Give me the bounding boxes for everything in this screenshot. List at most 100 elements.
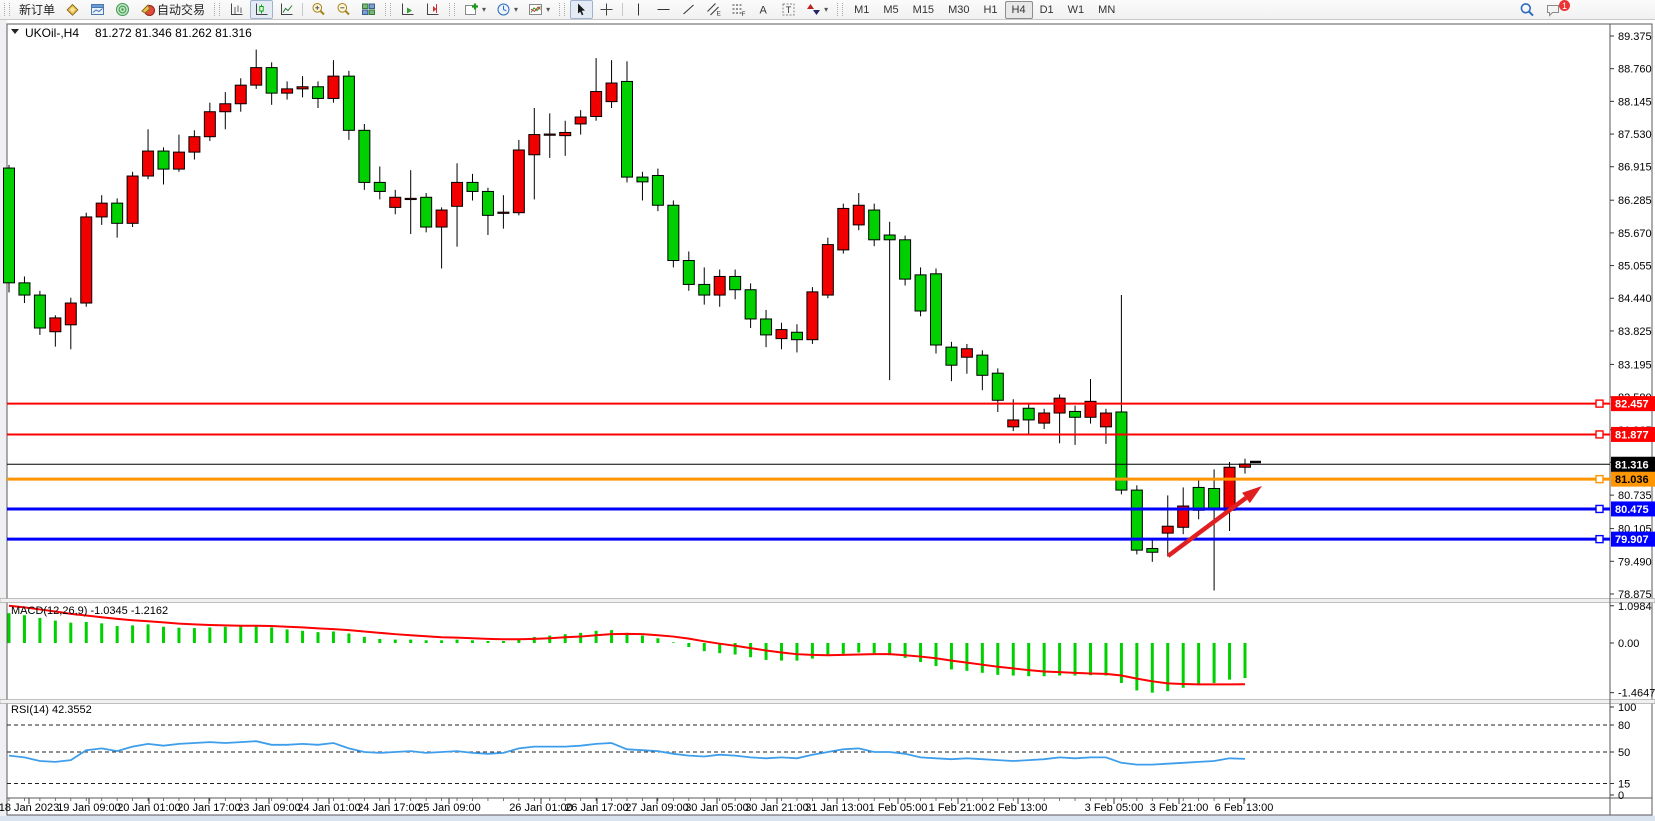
toolbar-grip[interactable] [214,3,221,16]
candle-body [358,129,371,183]
bar-chart-type-button[interactable] [225,0,248,19]
clock-period-icon [497,3,510,16]
candle-body [1053,397,1066,414]
time-axis-label: 18 Jan 2023 [0,802,59,814]
candle-body [729,275,742,291]
candle-body [219,103,232,113]
level-line-handle[interactable] [1595,399,1604,408]
level-line-handle[interactable] [1595,474,1604,484]
cursor-tool-button[interactable] [570,0,594,19]
toolbar-grip[interactable] [4,3,10,16]
candle-body [95,202,108,218]
indicators-button[interactable]: ▾ [524,0,554,19]
fibonacci-tool-button[interactable]: F [727,0,750,19]
trendline-tool-button[interactable] [677,0,700,19]
level-line-handle[interactable] [1595,534,1604,544]
new-chart-button[interactable]: ▾ [460,0,490,19]
market-watch-button[interactable] [86,0,109,19]
candle-body [420,196,433,228]
text-label-tool-button[interactable]: T [777,0,800,19]
crosshair-tool-button[interactable] [595,0,618,19]
annotation-arrow-line[interactable] [1166,496,1248,558]
styler-button[interactable] [61,0,84,19]
pane-splitter[interactable] [0,699,1655,704]
vertical-line-tool-button[interactable] [627,0,650,19]
time-axis-label: 27 Jan 09:00 [625,802,689,814]
candle-chart-type-button[interactable] [250,0,274,19]
arrows-tool-button[interactable]: ▾ [802,0,832,19]
candle-body [111,202,124,224]
candle-body [250,67,263,86]
candle-body [188,136,201,153]
quick-trade-expander-icon[interactable] [11,29,19,34]
line-chart-type-button[interactable] [275,0,298,19]
zoom-out-button[interactable] [332,0,355,19]
candle-body [590,91,603,118]
candle-body [327,75,340,99]
timeframe-label: M1 [854,3,870,16]
timeframe-w1-button[interactable]: W1 [1061,1,1092,19]
search-button[interactable] [1515,0,1539,19]
timeframe-m1-button[interactable]: M1 [847,1,876,19]
signal-radar-icon [116,3,130,16]
timeframe-m5-button[interactable]: M5 [876,1,905,19]
rsi-axis-tick-label: 80 [1618,720,1630,732]
candle-body [930,273,942,346]
candle-body [466,181,479,192]
price-level-label [1611,456,1655,472]
level-line-handle[interactable] [1595,430,1604,439]
price-level-label-text: 81.877 [1615,429,1649,441]
candle-body [1022,407,1035,421]
timeframe-mn-button[interactable]: MN [1091,1,1122,19]
equidistant-channel-tool-button[interactable]: E [702,0,725,19]
new-chart-icon [465,3,479,15]
notifications-button[interactable]: 1 [1541,0,1570,19]
candle-body [234,84,247,105]
timeframe-h1-button[interactable]: H1 [976,1,1004,19]
auto-trading-button[interactable]: 自动交易 [136,0,209,19]
toolbar-grip[interactable] [385,3,392,16]
pane-splitter[interactable] [0,598,1655,603]
toolbar-grip[interactable] [559,3,566,16]
timeframe-d1-button[interactable]: D1 [1033,1,1061,19]
toolbar-grip[interactable] [449,3,456,16]
timeframe-m15-button[interactable]: M15 [906,1,941,19]
candle-body [837,207,850,251]
zoom-in-button[interactable] [307,0,330,19]
price-axis-tick-label: 83.195 [1618,359,1652,371]
periods-button[interactable]: ▾ [492,0,522,19]
time-axis-label: 20 Jan 01:00 [117,802,181,814]
chart-shift-button[interactable] [421,0,444,19]
candle-body [868,209,881,241]
text-tool-button[interactable]: A [752,0,775,19]
auto-scroll-button[interactable] [396,0,419,19]
horizontal-line-tool-button[interactable] [652,0,675,19]
timeframe-h4-button[interactable]: H4 [1004,0,1033,19]
timeframe-m30-button[interactable]: M30 [941,1,976,19]
candle-body [80,216,93,304]
candle-body [1099,412,1112,428]
price-level-label-text: 81.036 [1615,474,1649,486]
signals-button[interactable] [111,0,134,19]
candle-body [852,204,865,226]
rsi-axis-tick-label: 50 [1618,747,1630,759]
time-axis-label: 26 Jan 01:00 [509,802,573,814]
rsi-axis-tick-label: 100 [1618,702,1636,714]
rsi-axis-tick-label: 15 [1618,779,1630,791]
new-order-button[interactable]: 新订单 [15,0,59,19]
dropdown-caret-icon: ▾ [482,5,487,14]
annotation-arrow-head[interactable] [1242,486,1262,504]
level-line-handle[interactable] [1595,504,1604,514]
candle-body [1007,419,1020,428]
chart-border [6,23,1653,816]
candle-body [528,134,541,156]
candle-body [497,211,510,214]
candle-body [991,372,1004,401]
tile-windows-button[interactable] [357,0,380,19]
price-axis-tick-label: 85.055 [1618,261,1652,273]
candle-body [636,176,649,183]
toolbar-grip[interactable] [837,3,844,16]
macd-axis-tick-label: 0.00 [1618,638,1639,650]
candle-body [172,151,185,170]
